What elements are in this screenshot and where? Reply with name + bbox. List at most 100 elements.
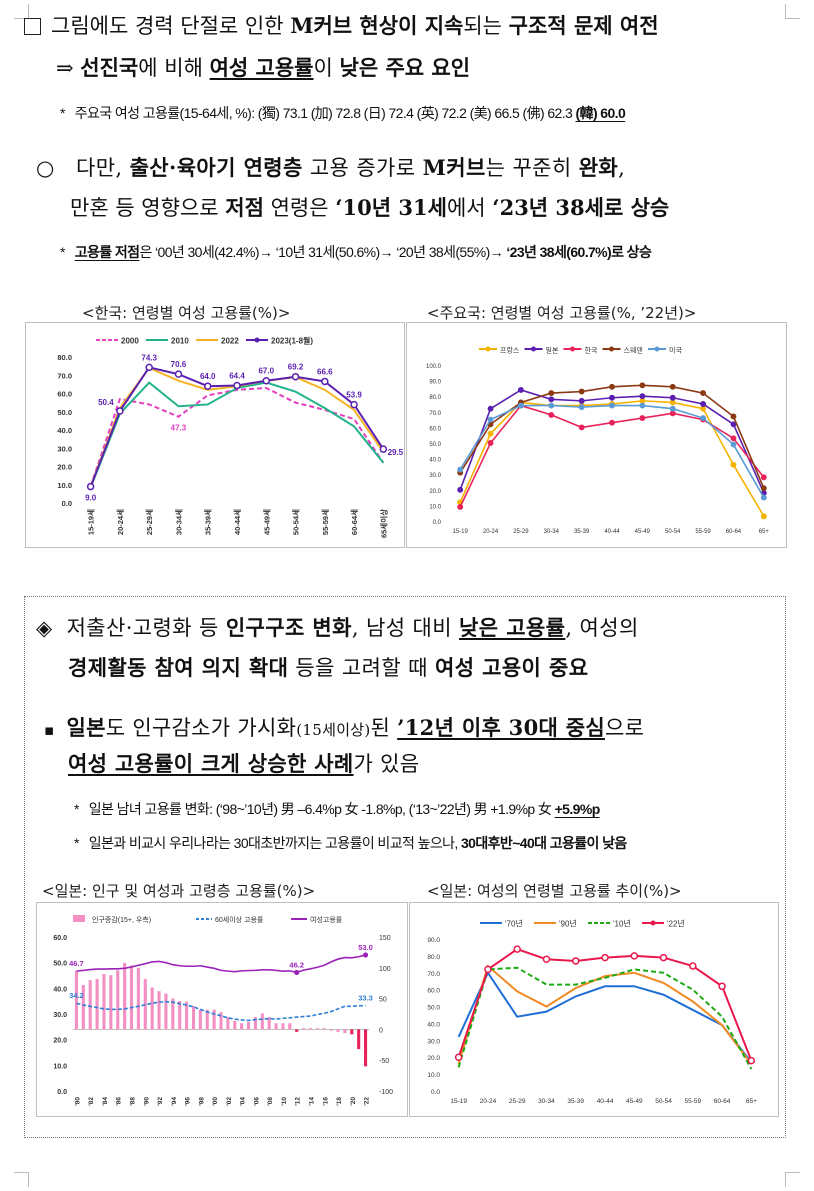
text: , 남성 대비 — [351, 616, 460, 640]
text: 되는 — [463, 14, 509, 38]
text: 은 ‘00년 30세(42.4%)→ ‘10년 31세(50.6%)→ ‘20년… — [139, 244, 507, 260]
data-point-marker — [571, 957, 580, 965]
page-corner-mark — [785, 4, 800, 19]
x-tick-label: '98 — [198, 1097, 205, 1106]
x-tick-label: 55-59세 — [320, 509, 330, 535]
legend-label: 프랑스 — [500, 347, 520, 355]
legend-marker — [531, 346, 536, 352]
chart-panel-countries: 0.0 10.0 20.0 30.0 40.0 50.0 60.0 70.0 80.0 90.0 1… — [406, 322, 787, 548]
data-label: 69.2 — [288, 363, 304, 372]
y2-tick-label: 150 — [379, 935, 391, 942]
data-point-marker — [639, 402, 646, 409]
box-line-1: ◈ 저출산·고령화 등 인구구조 변화, 남성 대비 낮은 고용률, 여성의 — [36, 612, 639, 642]
legend-label: 60세이상 고용률 — [215, 915, 264, 924]
legend-label: '90년 — [559, 919, 577, 929]
x-tick-label: '08 — [267, 1097, 274, 1106]
y-tick-label: 20.0 — [429, 489, 441, 495]
bar — [246, 1022, 251, 1030]
x-tick-label: 55-59 — [685, 1098, 702, 1105]
x-tick-label: '88 — [130, 1097, 137, 1106]
y-tick-label: 30.0 — [427, 1038, 440, 1045]
y-tick-label: 70.0 — [427, 971, 440, 978]
y-tick-label: 0.0 — [431, 1089, 440, 1096]
x-tick-label: 30-34세 — [173, 509, 183, 535]
chart-panel-japan-population: 0.0 10.0 20.0 30.0 40.0 50.0 60.0 -100 -50 0 50 100… — [36, 902, 408, 1117]
bar — [322, 1028, 326, 1030]
x-tick-label: 40-44세 — [232, 509, 242, 535]
text: , 여성의 — [565, 616, 639, 640]
x-tick-label: '04 — [240, 1097, 247, 1106]
text-bold: M커브 현상이 지속 — [290, 13, 464, 38]
y-tick-label: 0.0 — [62, 499, 72, 508]
y-tick-label: 50.0 — [53, 961, 67, 968]
legend-label: 인구증감(15+, 우측) — [92, 915, 151, 924]
chart-korea-by-age: 0.0 10.0 20.0 30.0 40.0 50.0 60.0 70.0 80.0 15-19… — [57, 336, 403, 539]
x-tick-label: 15-19 — [450, 1098, 467, 1105]
data-point-marker — [639, 393, 646, 400]
bar — [171, 998, 175, 1030]
x-tick-label: 25-29 — [513, 529, 529, 535]
x-tick-label: 35-39세 — [203, 509, 213, 535]
text: 저출산·고령화 등 — [66, 616, 226, 640]
chart-caption-japan-population: <일본: 인구 및 여성과 고령층 고용률(%)> — [42, 882, 316, 900]
bar — [123, 962, 127, 1030]
data-point-marker — [730, 435, 737, 442]
data-point-marker — [294, 969, 300, 976]
x-tick-label: '16 — [322, 1097, 329, 1106]
text: 그림에도 경력 단절로 인한 — [51, 14, 291, 38]
bar — [240, 1023, 244, 1030]
x-tick-label: 40-44 — [604, 529, 620, 535]
x-tick-label: 20-24세 — [115, 509, 125, 535]
y-tick-label: 50.0 — [429, 442, 441, 448]
bar — [226, 1017, 230, 1030]
bar — [136, 967, 140, 1030]
y2-tick-label: -50 — [379, 1058, 389, 1065]
page-corner-mark — [14, 1172, 29, 1187]
x-tick-label: 35-39 — [574, 529, 590, 535]
x-tick-label: '18 — [336, 1097, 343, 1106]
text: 일본과 비교시 우리나라는 30대초반까지는 고용률이 비교적 높으나, — [88, 835, 461, 851]
y-tick-label: 20.0 — [427, 1055, 440, 1062]
data-point-marker — [700, 390, 707, 397]
data-point-marker — [639, 382, 646, 389]
x-tick-label: '22 — [364, 1097, 371, 1106]
y-tick-label: 30.0 — [429, 473, 441, 479]
data-label: 70.6 — [171, 360, 187, 369]
page-corner-mark — [14, 4, 29, 19]
x-tick-label: 20-24 — [483, 529, 499, 535]
circle-bullet-icon: ○ — [36, 156, 55, 180]
bar — [350, 1029, 354, 1035]
legend-label: '22년 — [667, 919, 685, 929]
legend-label: 스웨덴 — [624, 346, 643, 355]
x-tick-label: 35-39 — [567, 1098, 584, 1105]
text: 등을 고려할 때 — [288, 656, 435, 680]
data-point-marker — [669, 410, 676, 417]
text-small: (15세이상) — [296, 721, 371, 739]
x-tick-label: 15-19세 — [86, 509, 96, 535]
x-tick-label: 45-49 — [626, 1098, 643, 1105]
legend-label: 미국 — [669, 346, 682, 355]
y-tick-label: 40.0 — [429, 458, 441, 464]
data-point-marker — [362, 952, 369, 958]
bar — [185, 1001, 189, 1030]
data-label: 9.0 — [85, 494, 97, 503]
y-tick-label: 20.0 — [57, 463, 72, 472]
data-point-marker — [669, 405, 676, 412]
data-point-marker — [639, 397, 646, 404]
series-line-'90년 — [457, 964, 753, 1065]
bar — [157, 991, 161, 1030]
text-bold-underline: 여성 고용률이 크게 상승한 사례 — [68, 751, 354, 776]
note-star: * — [74, 835, 79, 851]
text-bold: 로 상승 — [603, 195, 670, 220]
y-tick-label: 10.0 — [57, 481, 72, 490]
box-line-2: 경제활동 참여 의지 확대 등을 고려할 때 여성 고용이 중요 — [68, 652, 588, 682]
y-tick-label: 0.0 — [433, 520, 442, 526]
text: 고용 증가로 — [302, 156, 423, 180]
data-point-marker — [350, 400, 358, 409]
data-point-marker — [487, 440, 494, 446]
bar — [288, 1023, 292, 1030]
x-tick-label: '84 — [102, 1097, 109, 1106]
y-tick-label: 90.0 — [427, 937, 440, 944]
bar — [336, 1029, 340, 1032]
heading-line-4: 만혼 등 영향으로 저점 연령은 ‘10년 31세에서 ‘23년 38세로 상승 — [70, 192, 669, 222]
